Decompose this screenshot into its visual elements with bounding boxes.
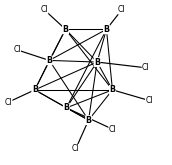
Text: B: B bbox=[32, 85, 38, 94]
Text: Cl: Cl bbox=[72, 144, 79, 153]
Text: Cl: Cl bbox=[13, 45, 21, 54]
Text: Cl: Cl bbox=[109, 125, 116, 134]
Text: Cl: Cl bbox=[118, 5, 126, 14]
Text: B: B bbox=[85, 116, 92, 125]
Text: B: B bbox=[109, 85, 116, 94]
Text: Cl: Cl bbox=[40, 5, 48, 14]
Text: Cl: Cl bbox=[5, 98, 12, 107]
Text: Cl: Cl bbox=[142, 63, 149, 72]
Text: B: B bbox=[103, 25, 110, 34]
Text: B: B bbox=[46, 56, 52, 65]
Text: B: B bbox=[63, 103, 69, 112]
Text: B: B bbox=[94, 58, 100, 66]
Text: B: B bbox=[62, 25, 69, 34]
Text: Cl: Cl bbox=[145, 96, 153, 105]
